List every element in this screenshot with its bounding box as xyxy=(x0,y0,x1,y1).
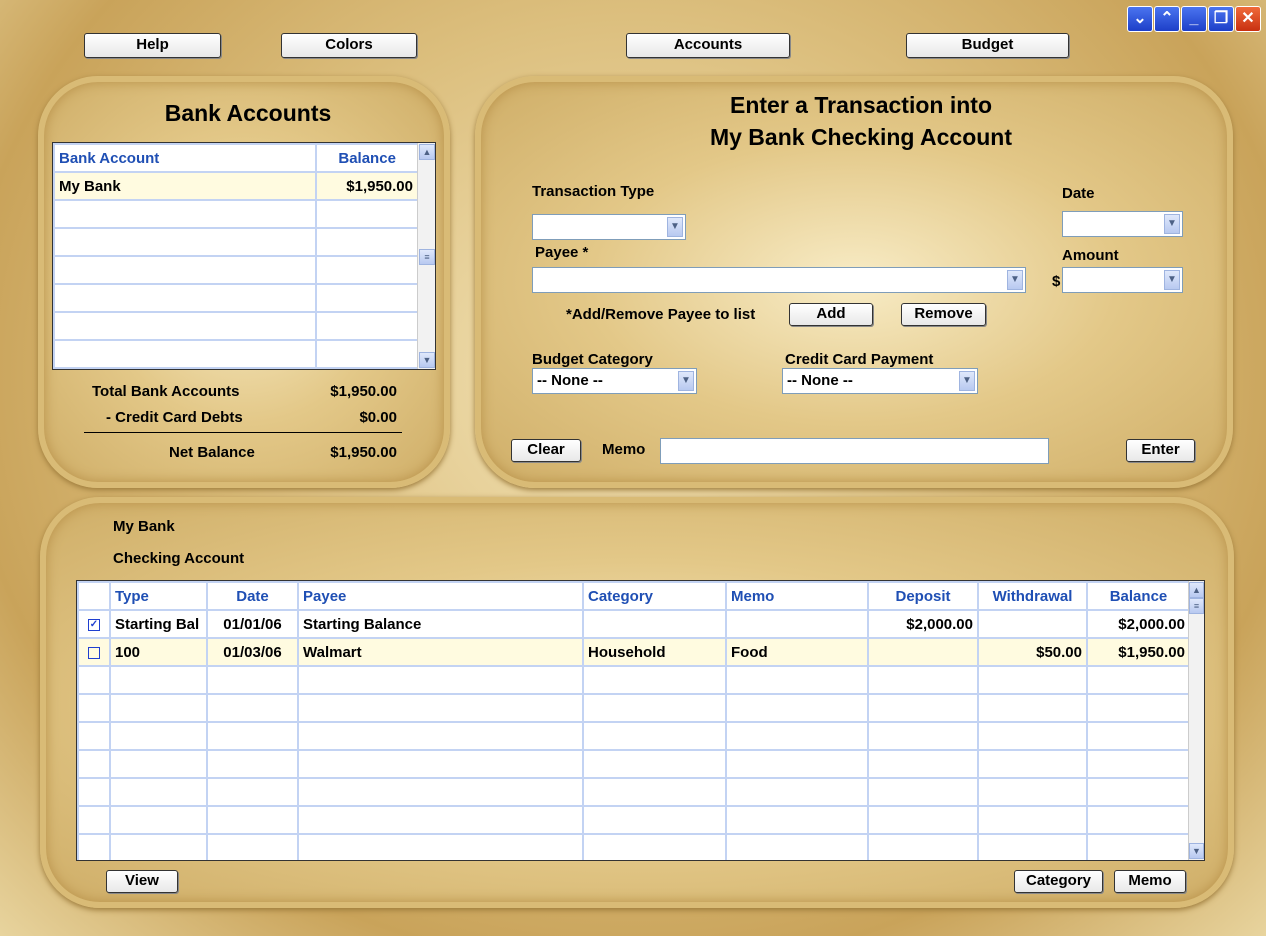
add-payee-button[interactable]: Add xyxy=(789,303,873,326)
entry-title-line2: My Bank Checking Account xyxy=(709,124,1013,150)
register-account-type: Checking Account xyxy=(113,550,245,567)
cell-deposit xyxy=(867,637,979,667)
cell-memo xyxy=(725,609,869,639)
scroll-up-button[interactable]: ⌃ xyxy=(1154,6,1180,32)
divider xyxy=(84,432,402,433)
help-button[interactable]: Help xyxy=(84,33,221,58)
cleared-checkbox[interactable]: ✓ xyxy=(88,618,100,631)
col-bank-account[interactable]: Bank Account xyxy=(53,143,318,173)
account-name: My Bank xyxy=(53,171,318,201)
chevron-down-icon: ▼ xyxy=(1007,270,1023,290)
cell-type: 100 xyxy=(109,637,208,667)
register-scrollbar[interactable]: ▲ ≡ ▼ xyxy=(1188,581,1204,860)
cell-payee: Starting Balance xyxy=(297,609,584,639)
amount-select[interactable]: ▼ xyxy=(1062,267,1183,293)
transaction-type-select[interactable]: ▼ xyxy=(532,214,686,240)
register-table: Type Date Payee Category Memo Deposit Wi… xyxy=(76,580,1205,861)
credit-card-select[interactable]: -- None -- ▼ xyxy=(782,368,978,394)
col-deposit[interactable]: Deposit xyxy=(867,581,979,611)
credit-card-label: Credit Card Payment xyxy=(785,351,934,368)
col-payee[interactable]: Payee xyxy=(297,581,584,611)
chevron-down-icon: ▼ xyxy=(667,217,683,237)
currency-symbol: $ xyxy=(1052,273,1061,290)
close-button[interactable]: ✕ xyxy=(1235,6,1261,32)
payee-label: Payee * xyxy=(535,244,589,261)
date-label: Date xyxy=(1062,185,1095,202)
cleared-checkbox[interactable] xyxy=(88,646,100,659)
account-balance: $1,950.00 xyxy=(315,171,419,201)
bank-accounts-title: Bank Accounts xyxy=(164,100,332,126)
cell-category xyxy=(582,609,727,639)
col-type[interactable]: Type xyxy=(109,581,208,611)
cell-memo: Food xyxy=(725,637,869,667)
net-value: $1,950.00 xyxy=(330,444,397,461)
budget-category-label: Budget Category xyxy=(532,351,653,368)
cell-date: 01/01/06 xyxy=(206,609,299,639)
total-label: Total Bank Accounts xyxy=(92,383,240,400)
col-category[interactable]: Category xyxy=(582,581,727,611)
transaction-type-label: Transaction Type xyxy=(532,183,655,200)
credit-value: $0.00 xyxy=(359,409,397,426)
cell-type: Starting Bal xyxy=(109,609,208,639)
chevron-down-icon: ▼ xyxy=(959,371,975,391)
chevron-down-icon: ▼ xyxy=(678,371,694,391)
table-row[interactable]: ✓ Starting Bal 01/01/06 Starting Balance… xyxy=(77,609,1191,639)
scroll-down-button[interactable]: ⌄ xyxy=(1127,6,1153,32)
enter-button[interactable]: Enter xyxy=(1126,439,1195,462)
add-remove-label: *Add/Remove Payee to list xyxy=(566,306,756,323)
category-button[interactable]: Category xyxy=(1014,870,1103,893)
cell-date: 01/03/06 xyxy=(206,637,299,667)
table-row[interactable]: My Bank $1,950.00 xyxy=(53,171,419,201)
view-button[interactable]: View xyxy=(106,870,178,893)
col-withdrawal[interactable]: Withdrawal xyxy=(977,581,1088,611)
clear-button[interactable]: Clear xyxy=(511,439,581,462)
memo-input[interactable] xyxy=(660,438,1049,464)
cell-balance: $1,950.00 xyxy=(1086,637,1191,667)
accounts-button[interactable]: Accounts xyxy=(626,33,790,58)
colors-button[interactable]: Colors xyxy=(281,33,417,58)
minimize-button[interactable]: _ xyxy=(1181,6,1207,32)
col-balance[interactable]: Balance xyxy=(315,143,419,173)
cell-payee: Walmart xyxy=(297,637,584,667)
credit-label: - Credit Card Debts xyxy=(106,409,243,426)
entry-title-line1: Enter a Transaction into xyxy=(730,92,992,118)
chevron-down-icon: ▼ xyxy=(1164,270,1180,290)
cell-category: Household xyxy=(582,637,727,667)
budget-button[interactable]: Budget xyxy=(906,33,1069,58)
memo-label: Memo xyxy=(602,441,646,458)
table-row[interactable]: 100 01/03/06 Walmart Household Food $50.… xyxy=(77,637,1191,667)
cell-withdrawal: $50.00 xyxy=(977,637,1088,667)
col-balance[interactable]: Balance xyxy=(1086,581,1191,611)
remove-payee-button[interactable]: Remove xyxy=(901,303,986,326)
col-date[interactable]: Date xyxy=(206,581,299,611)
budget-category-select[interactable]: -- None -- ▼ xyxy=(532,368,697,394)
cell-withdrawal xyxy=(977,609,1088,639)
register-bank-name: My Bank xyxy=(113,518,175,535)
date-select[interactable]: ▼ xyxy=(1062,211,1183,237)
memo-button[interactable]: Memo xyxy=(1114,870,1186,893)
col-memo[interactable]: Memo xyxy=(725,581,869,611)
col-check xyxy=(77,581,111,611)
restore-button[interactable]: ❐ xyxy=(1208,6,1234,32)
accounts-scrollbar[interactable]: ▲ ≡ ▼ xyxy=(417,143,435,369)
total-value: $1,950.00 xyxy=(330,383,397,400)
cell-deposit: $2,000.00 xyxy=(867,609,979,639)
amount-label: Amount xyxy=(1062,247,1119,264)
chevron-down-icon: ▼ xyxy=(1164,214,1180,234)
payee-select[interactable]: ▼ xyxy=(532,267,1026,293)
cell-balance: $2,000.00 xyxy=(1086,609,1191,639)
net-label: Net Balance xyxy=(169,444,255,461)
bank-accounts-table: Bank Account Balance My Bank $1,950.00 ▲ ≡ ▼ xyxy=(52,142,436,370)
